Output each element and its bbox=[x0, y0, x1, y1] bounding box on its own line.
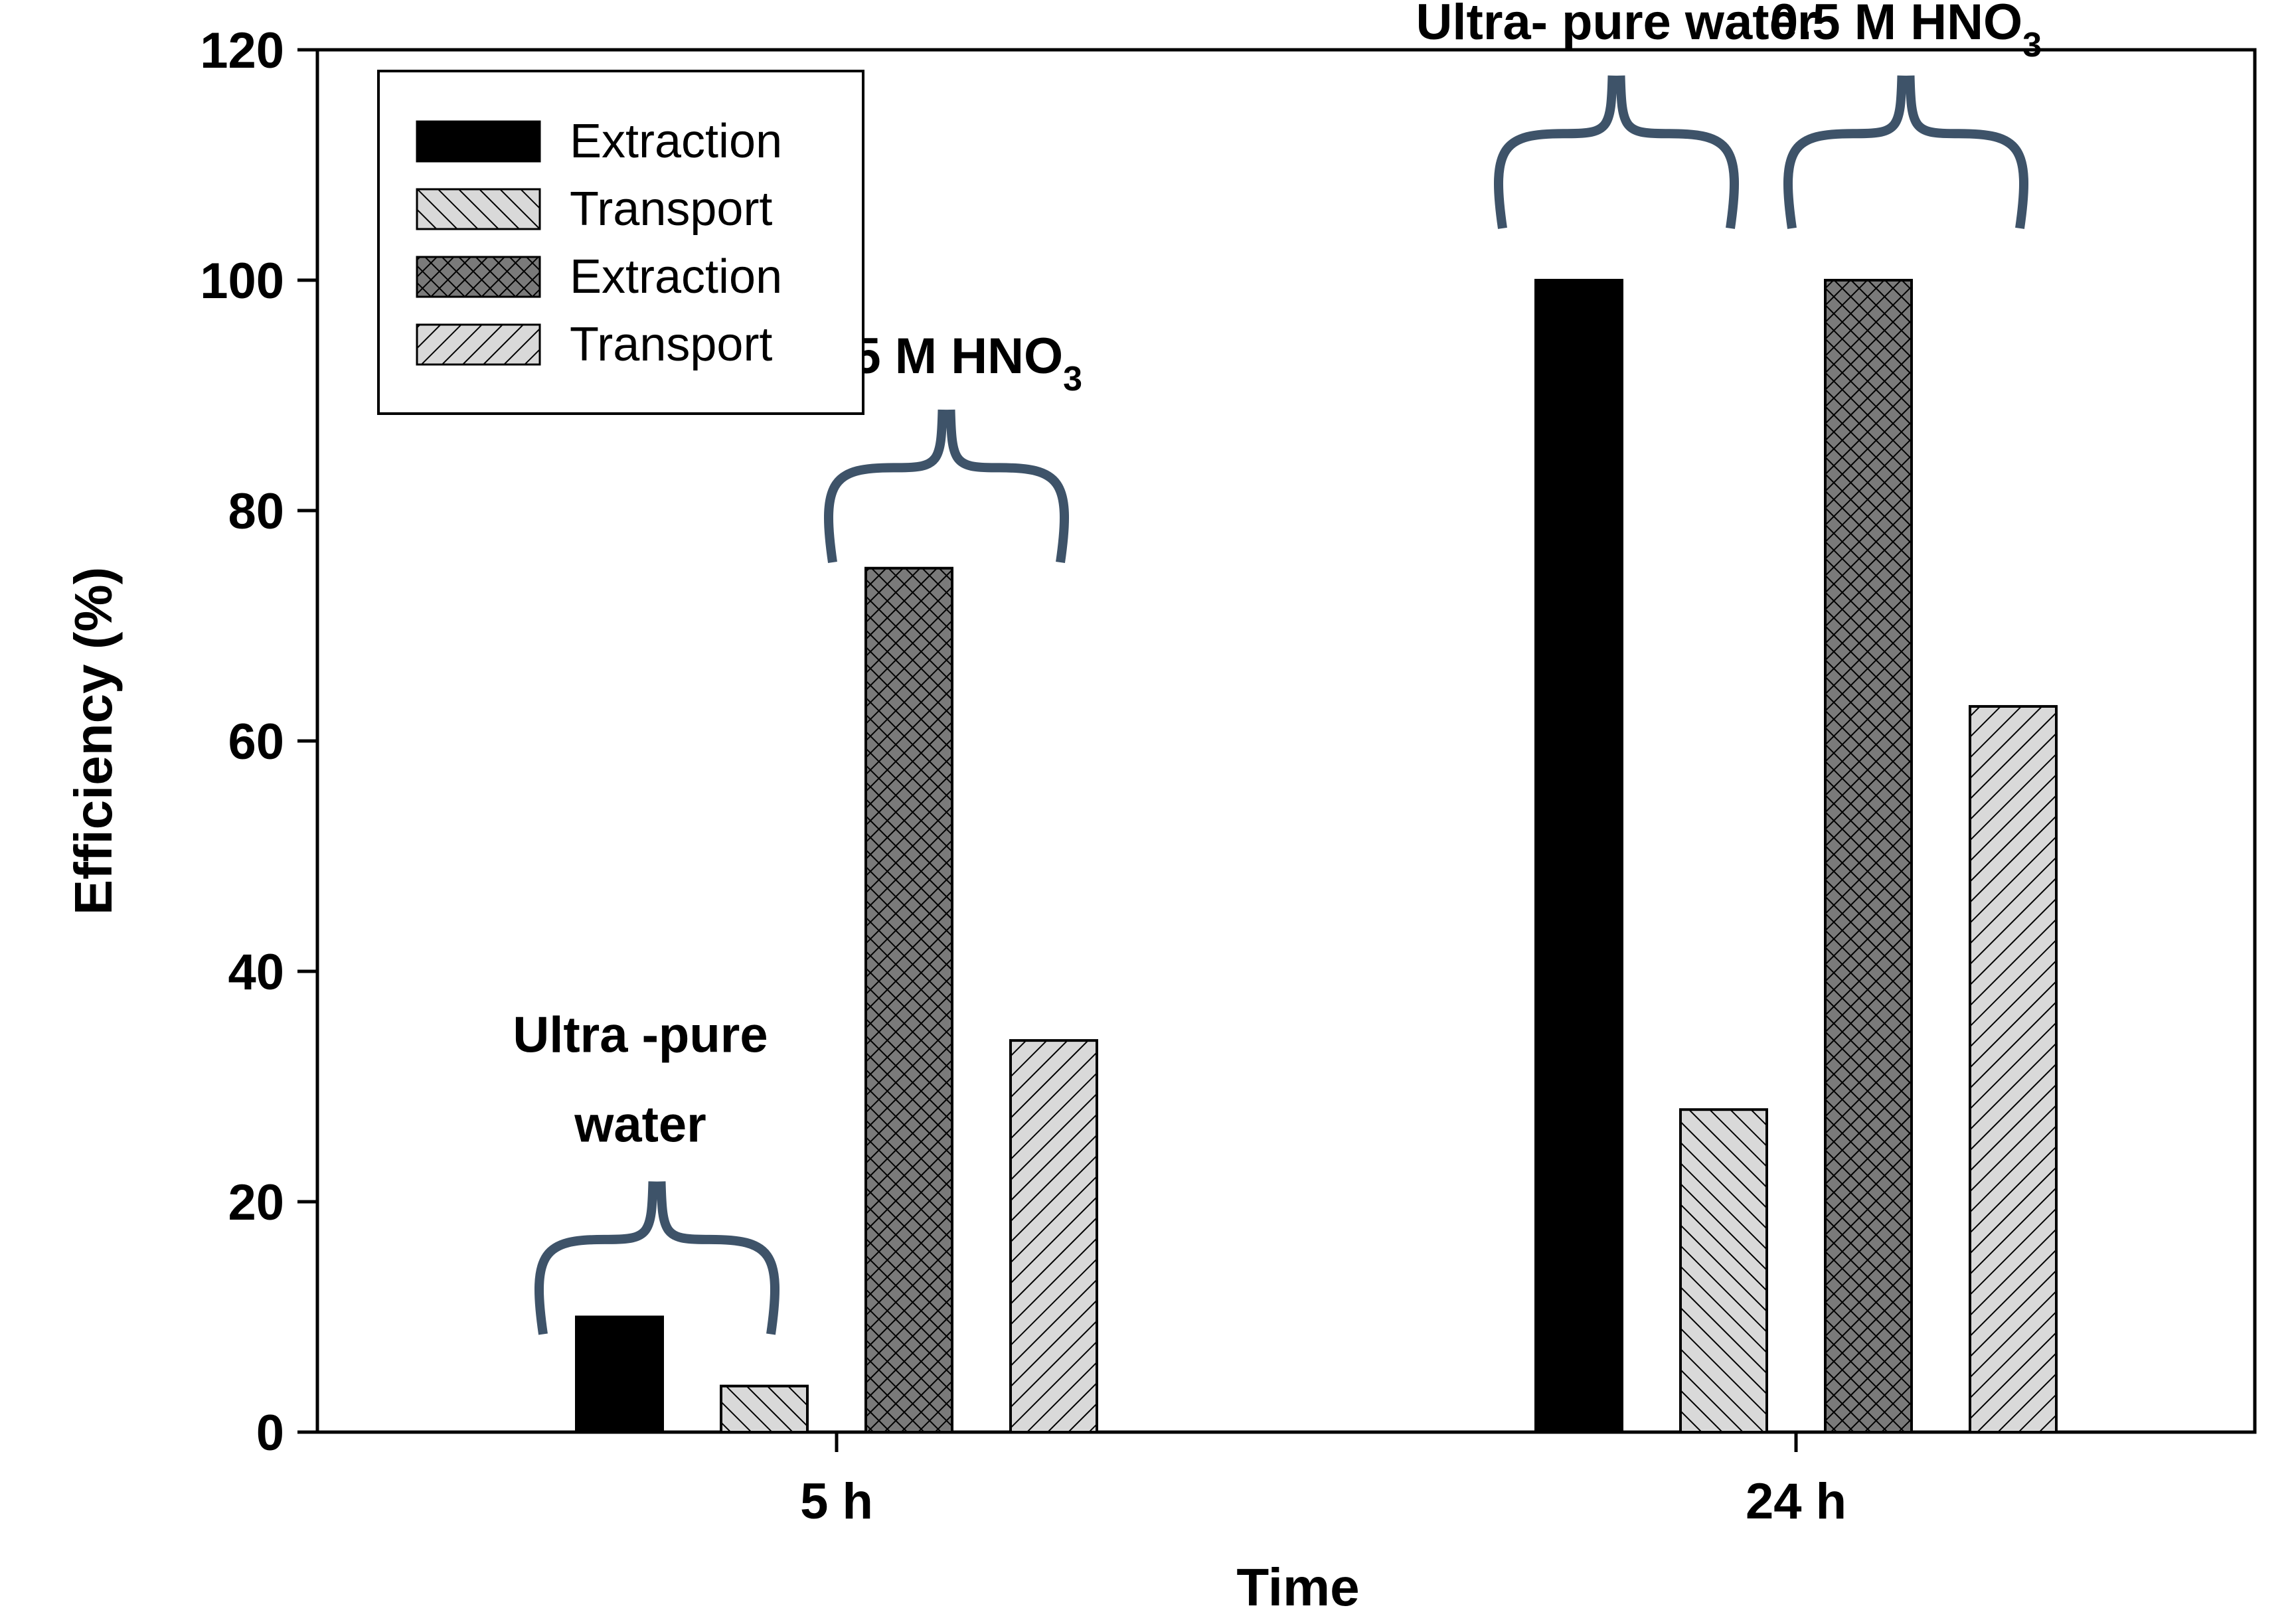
y-tick-label: 20 bbox=[228, 1175, 284, 1231]
y-axis-title: Efficiency (%) bbox=[64, 567, 123, 916]
annotation-label: Ultra -pure bbox=[513, 1007, 768, 1063]
annotation-label: Ultra- pure water bbox=[1416, 0, 1817, 50]
bar bbox=[1534, 279, 1623, 1433]
annotation-label: 0.5 M HNO3 bbox=[1770, 0, 2042, 64]
brace-annotation bbox=[1494, 75, 1739, 229]
annotation-subscript: 3 bbox=[2022, 26, 2042, 64]
bar bbox=[864, 566, 953, 1433]
y-tick-label: 0 bbox=[256, 1405, 284, 1461]
y-axis: 0 20 40 60 80 100 120 bbox=[200, 23, 317, 1461]
x-tick-label: 24 h bbox=[1746, 1473, 1846, 1530]
legend-label: Transport bbox=[570, 183, 772, 236]
y-tick-label: 120 bbox=[200, 23, 284, 79]
x-axis-title: Time bbox=[1236, 1558, 1359, 1617]
y-tick-label: 40 bbox=[228, 944, 284, 1001]
bar bbox=[1824, 279, 1913, 1433]
bar bbox=[575, 1315, 664, 1433]
legend-swatch bbox=[416, 256, 541, 298]
legend-label: Extraction bbox=[570, 115, 782, 168]
bars bbox=[575, 279, 2058, 1434]
x-tick-label: 5 h bbox=[800, 1473, 873, 1530]
legend-swatch bbox=[416, 323, 541, 366]
annotation-subscript: 3 bbox=[1063, 360, 1082, 398]
bar bbox=[1969, 704, 2058, 1433]
y-tick-label: 100 bbox=[200, 253, 284, 309]
y-tick-label: 60 bbox=[228, 714, 284, 770]
legend-swatch bbox=[416, 188, 541, 230]
legend-swatch bbox=[416, 120, 541, 163]
annotation-label: water bbox=[574, 1096, 706, 1153]
y-tick-label: 80 bbox=[228, 483, 284, 540]
x-axis: 5 h 24 h bbox=[800, 1432, 1846, 1530]
bar bbox=[1009, 1039, 1098, 1433]
bar bbox=[720, 1384, 809, 1434]
legend-label: Extraction bbox=[570, 250, 782, 303]
legend: Extraction Transport Extraction Transport bbox=[377, 70, 864, 415]
bar bbox=[1679, 1108, 1768, 1433]
brace-annotation bbox=[534, 1181, 779, 1335]
brace-annotation bbox=[824, 409, 1069, 564]
brace-annotation bbox=[1783, 75, 2028, 229]
legend-label: Transport bbox=[570, 318, 772, 371]
